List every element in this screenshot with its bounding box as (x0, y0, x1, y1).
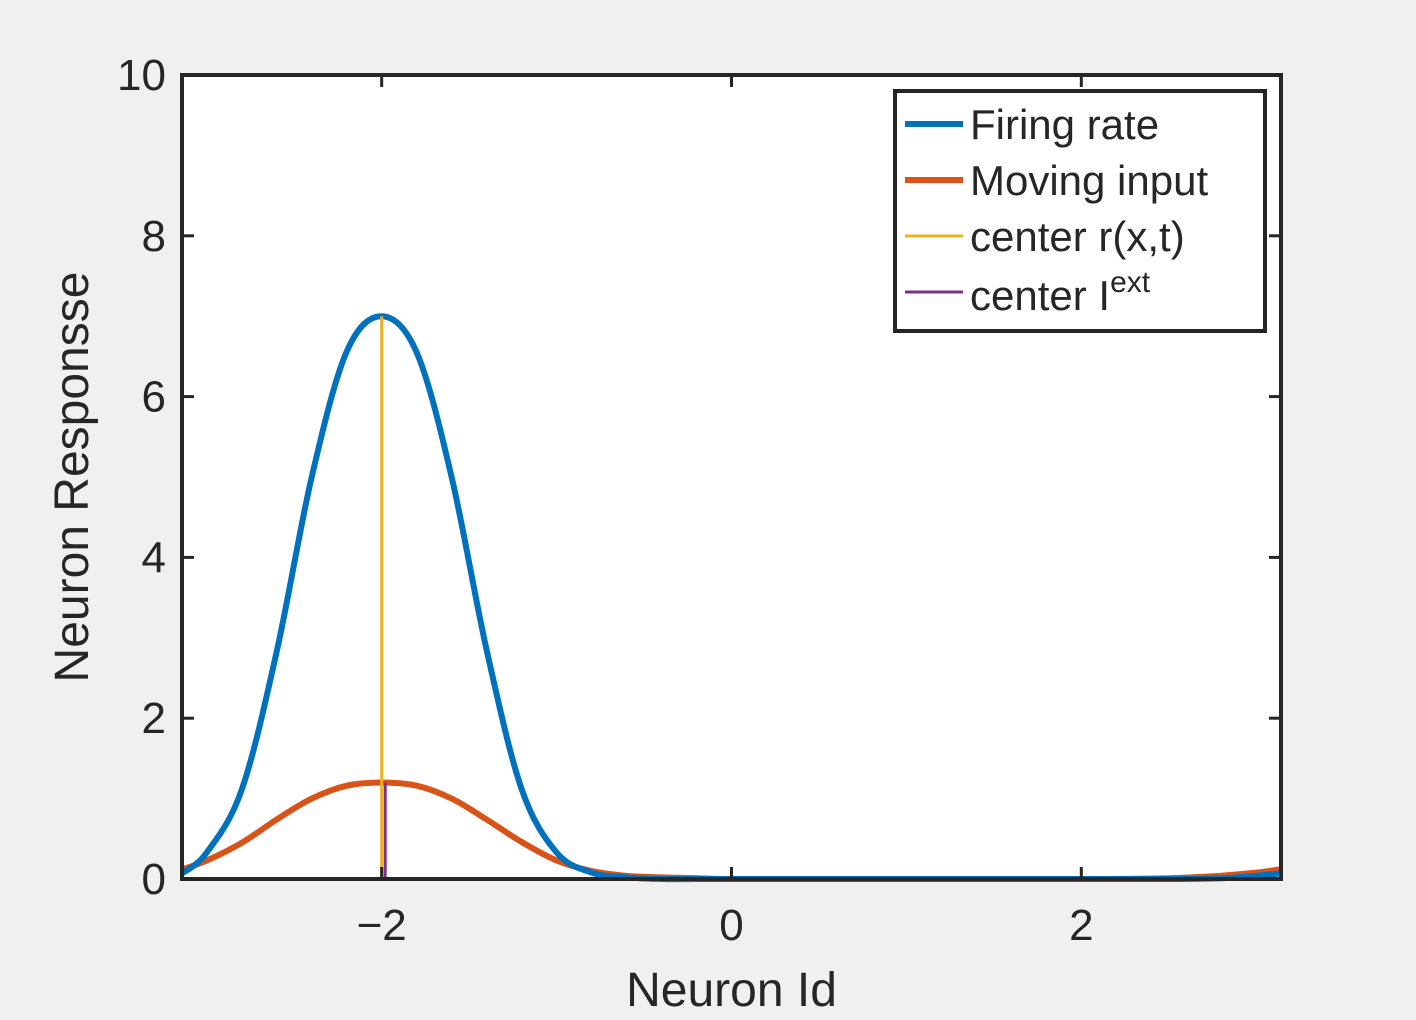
x-tick-label: 2 (1069, 901, 1093, 950)
legend-item-center-r-x-t: center r(x,t) (905, 213, 1185, 260)
x-axis-label: Neuron Id (626, 964, 837, 1017)
legend-label: center r(x,t) (970, 213, 1185, 260)
x-tick-label: −2 (357, 901, 407, 950)
y-tick-label: 6 (142, 373, 166, 422)
legend-label: Moving input (970, 157, 1208, 204)
y-tick-label: 0 (142, 855, 166, 904)
y-tick-label: 2 (142, 694, 166, 743)
legend-item-moving-input: Moving input (905, 157, 1208, 204)
axes-box (180, 73, 1283, 881)
y-axis-label: Neuron Responsse (46, 272, 99, 683)
y-tick-label: 10 (117, 51, 166, 100)
y-tick-label: 4 (142, 533, 166, 582)
x-tick-label: 0 (719, 901, 743, 950)
legend-item-firing-rate: Firing rate (905, 101, 1159, 148)
legend-label-superscript: ext (1110, 266, 1151, 299)
legend-label: Firing rate (970, 101, 1159, 148)
y-tick-label: 8 (142, 212, 166, 261)
